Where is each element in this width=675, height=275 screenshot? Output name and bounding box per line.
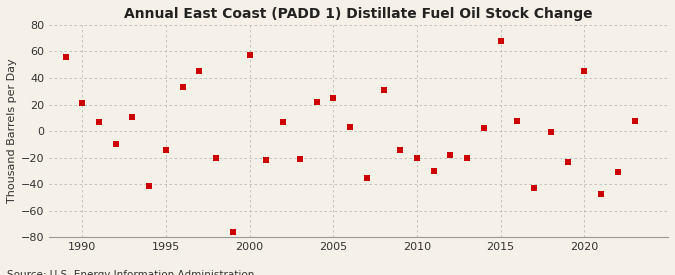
Point bbox=[294, 157, 305, 161]
Point bbox=[127, 114, 138, 119]
Point bbox=[629, 118, 640, 123]
Point bbox=[144, 183, 155, 188]
Point bbox=[512, 118, 523, 123]
Point bbox=[328, 96, 339, 100]
Point bbox=[178, 85, 188, 89]
Point bbox=[194, 69, 205, 74]
Point bbox=[412, 155, 423, 160]
Title: Annual East Coast (PADD 1) Distillate Fuel Oil Stock Change: Annual East Coast (PADD 1) Distillate Fu… bbox=[124, 7, 593, 21]
Point bbox=[529, 186, 539, 191]
Point bbox=[361, 175, 372, 180]
Point bbox=[545, 130, 556, 135]
Point bbox=[562, 160, 573, 164]
Point bbox=[395, 147, 406, 152]
Y-axis label: Thousand Barrels per Day: Thousand Barrels per Day bbox=[7, 59, 17, 204]
Point bbox=[378, 88, 389, 92]
Point bbox=[612, 170, 623, 175]
Point bbox=[479, 126, 489, 131]
Point bbox=[445, 153, 456, 157]
Point bbox=[462, 155, 472, 160]
Point bbox=[110, 142, 121, 147]
Point bbox=[429, 169, 439, 173]
Point bbox=[495, 39, 506, 43]
Point bbox=[579, 69, 590, 74]
Point bbox=[596, 191, 607, 196]
Point bbox=[311, 100, 322, 104]
Point bbox=[244, 53, 255, 58]
Point bbox=[227, 230, 238, 234]
Point bbox=[261, 158, 272, 163]
Point bbox=[94, 120, 105, 124]
Point bbox=[345, 125, 356, 129]
Point bbox=[211, 155, 221, 160]
Point bbox=[277, 120, 288, 124]
Point bbox=[161, 147, 171, 152]
Text: Source: U.S. Energy Information Administration: Source: U.S. Energy Information Administ… bbox=[7, 271, 254, 275]
Point bbox=[77, 101, 88, 105]
Point bbox=[60, 54, 71, 59]
